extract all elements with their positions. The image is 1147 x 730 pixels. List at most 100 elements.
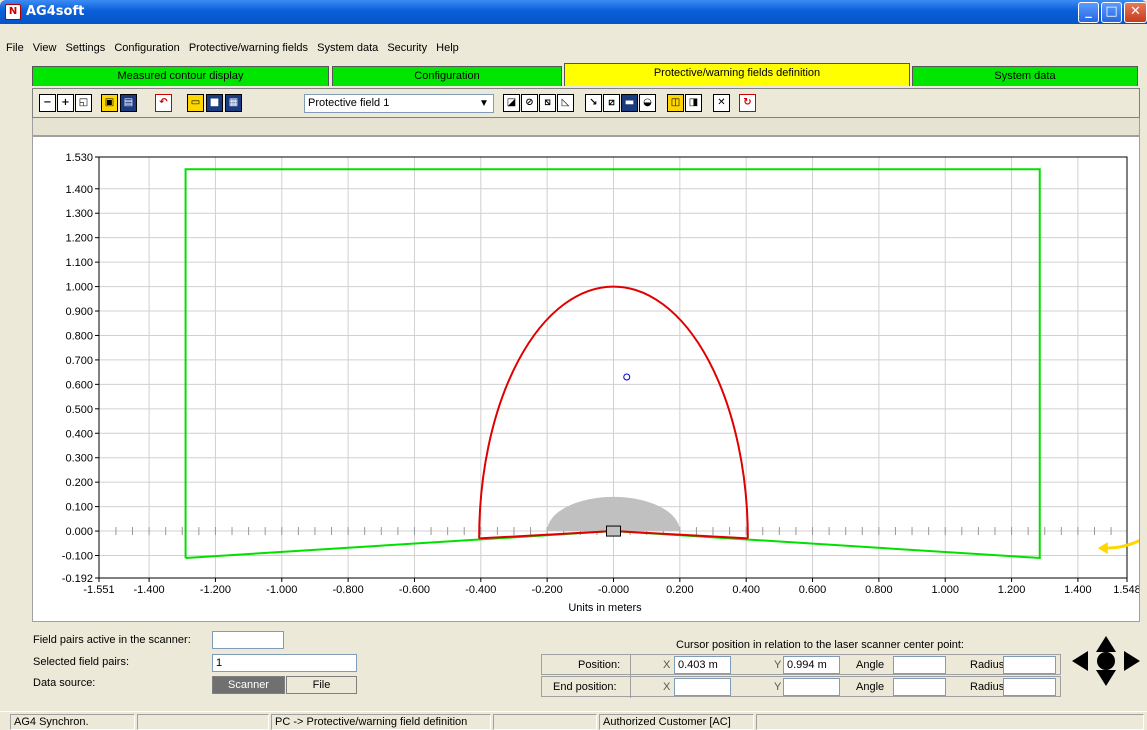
y-tick-label: 0.900 [65, 306, 93, 318]
position-label: Position: [578, 659, 621, 671]
end-radius-field[interactable] [1003, 678, 1056, 696]
arrow-right-icon[interactable] [1124, 651, 1140, 671]
edit-point-icon[interactable]: ↘ [585, 94, 602, 112]
center-view-icon[interactable] [1097, 652, 1115, 670]
position-radius-field[interactable] [1003, 656, 1056, 674]
x-tick-label: 1.400 [1064, 584, 1092, 596]
scanner-button[interactable]: Scanner [212, 676, 285, 694]
edit-segment-icon[interactable]: ⧄ [603, 94, 620, 112]
field-plot[interactable]: -1.551 -1.400 -1.200 -1.000 -0.800 -0.600 -0.4… [33, 137, 1139, 621]
mirror-field-icon[interactable]: ◨ [685, 94, 702, 112]
x-axis-label: Units in meters [568, 602, 642, 614]
draw-angle-icon[interactable]: ◺ [557, 94, 574, 112]
minimize-button[interactable]: _ [1078, 2, 1099, 23]
plot-axes: -1.551 -1.400 -1.200 -1.000 -0.800 -0.600 -0.4… [62, 152, 1139, 596]
menu-protective-warning-fields[interactable]: Protective/warning fields [188, 42, 309, 54]
tab-bar: Measured contour display Configuration P… [32, 63, 1140, 88]
copy-field-icon[interactable]: ◫ [667, 94, 684, 112]
plot-shapes [184, 168, 1139, 560]
file-button[interactable]: File [286, 676, 357, 694]
field-plot-area[interactable]: -1.551 -1.400 -1.200 -1.000 -0.800 -0.600 -0.4… [32, 136, 1140, 622]
arrow-down-icon[interactable] [1096, 670, 1116, 686]
x-tick-label: 0.400 [732, 584, 760, 596]
end-x-field[interactable] [674, 678, 731, 696]
status-bar: AG4 Synchron. PC -> Protective/warning f… [0, 711, 1147, 730]
tab-measured-contour-display[interactable]: Measured contour display [32, 66, 329, 86]
end-position-row [541, 676, 1061, 697]
y-tick-label: 1.200 [65, 233, 93, 245]
y-tick-label: 1.300 [65, 208, 93, 220]
save-file-icon[interactable]: ■ [206, 94, 223, 112]
print-icon[interactable]: ▦ [225, 94, 242, 112]
x-tick-label: -0.600 [399, 584, 430, 596]
tab-protective-warning-fields-definition[interactable]: Protective/warning fields definition [564, 63, 910, 86]
row-divider [630, 654, 631, 698]
x-tick-label: -1.200 [200, 584, 231, 596]
save-device-icon[interactable]: ▤ [120, 94, 137, 112]
menu-configuration[interactable]: Configuration [114, 42, 180, 54]
y-tick-label: 0.800 [65, 330, 93, 342]
x-tick-label: 0.800 [865, 584, 893, 596]
status-empty-3 [756, 714, 1144, 730]
field-type-icon[interactable]: ◪ [503, 94, 520, 112]
menu-system-data[interactable]: System data [317, 42, 379, 54]
tab-system-data[interactable]: System data [912, 66, 1138, 86]
delete-icon[interactable]: ✕ [713, 94, 730, 112]
status-sync: AG4 Synchron. [10, 714, 135, 730]
edit-contour-icon[interactable]: ◒ [639, 94, 656, 112]
y-tick-label: 0.600 [65, 379, 93, 391]
tab-configuration[interactable]: Configuration [332, 66, 562, 86]
field-pairs-active-field[interactable] [212, 631, 284, 649]
lock-icon[interactable]: ▣ [101, 94, 118, 112]
x-tick-label: 0.600 [799, 584, 827, 596]
arrow-left-icon[interactable] [1072, 651, 1088, 671]
selected-field-pairs-label: Selected field pairs: [33, 656, 129, 668]
end-y-field[interactable] [783, 678, 840, 696]
arrow-up-icon[interactable] [1096, 636, 1116, 652]
field-select-dropdown[interactable]: Protective field 1 ▼ [304, 94, 494, 113]
y-tick-label: 0.200 [65, 477, 93, 489]
app-logo-icon: N [5, 4, 21, 20]
y-tick-label: 1.000 [65, 282, 93, 294]
status-empty-1 [137, 714, 269, 730]
position-row [541, 654, 1061, 675]
position-x-field[interactable]: 0.403 m [674, 656, 731, 674]
x-tick-label: 1.548 [1113, 584, 1139, 596]
selected-field-pairs-field[interactable]: 1 [212, 654, 357, 672]
open-file-icon[interactable]: ▭ [187, 94, 204, 112]
status-user-level: Authorized Customer [AC] [599, 714, 754, 730]
chevron-down-icon[interactable]: ▼ [479, 98, 489, 109]
menu-file[interactable]: File [6, 42, 24, 54]
end-radius-label: Radius [970, 681, 1005, 693]
close-button[interactable]: ✕ [1124, 2, 1147, 23]
position-y-field[interactable]: 0.994 m [783, 656, 840, 674]
laser-scanner-icon [605, 525, 621, 537]
protective-field-arc [478, 286, 749, 539]
menu-view[interactable]: View [32, 42, 57, 54]
status-empty-2 [493, 714, 597, 730]
y-tick-label: 1.530 [65, 152, 93, 164]
menu-help[interactable]: Help [436, 42, 459, 54]
maximize-button[interactable]: □ [1101, 2, 1122, 23]
x-tick-label: 0.200 [666, 584, 694, 596]
end-position-label: End position: [553, 681, 617, 693]
x-tick-label: -0.400 [465, 584, 496, 596]
x-tick-label: 1.200 [998, 584, 1026, 596]
end-x-label: X [663, 681, 671, 693]
menu-security[interactable]: Security [387, 42, 428, 54]
zoom-out-icon[interactable]: − [39, 94, 56, 112]
scanner-area [547, 496, 680, 532]
status-mode: PC -> Protective/warning field definitio… [271, 714, 491, 730]
end-angle-field[interactable] [893, 678, 946, 696]
reset-icon[interactable]: ↻ [739, 94, 756, 112]
draw-circle-icon[interactable]: ⊘ [521, 94, 538, 112]
menu-settings[interactable]: Settings [65, 42, 106, 54]
x-tick-label: -0.000 [598, 584, 629, 596]
zoom-fit-icon[interactable]: ◱ [75, 94, 92, 112]
draw-line-icon[interactable]: ⧅ [539, 94, 556, 112]
undo-icon[interactable]: ↶ [155, 94, 172, 112]
edit-region-icon[interactable]: ▬ [621, 94, 638, 112]
position-angle-field[interactable] [893, 656, 946, 674]
end-y-label: Y [774, 681, 782, 693]
zoom-in-icon[interactable]: + [57, 94, 74, 112]
